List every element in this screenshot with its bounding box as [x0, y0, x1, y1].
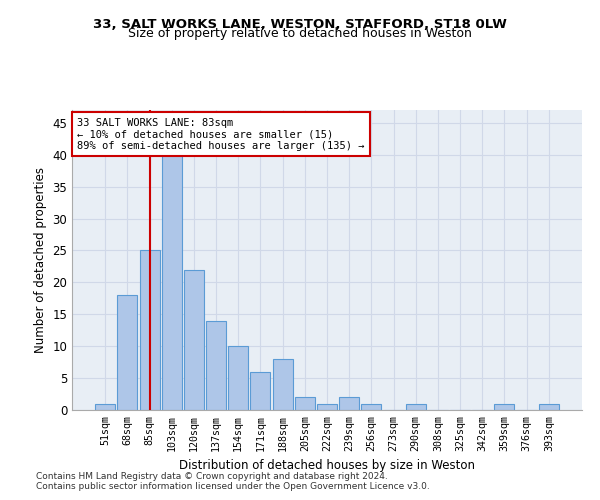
Bar: [272, 359, 293, 410]
Bar: [228, 346, 248, 410]
Text: 33 SALT WORKS LANE: 83sqm
← 10% of detached houses are smaller (15)
89% of semi-: 33 SALT WORKS LANE: 83sqm ← 10% of detac…: [77, 118, 365, 150]
Bar: [184, 270, 204, 410]
Bar: [140, 250, 160, 410]
Bar: [118, 295, 137, 410]
Y-axis label: Number of detached properties: Number of detached properties: [34, 167, 47, 353]
Bar: [339, 397, 359, 410]
Bar: [162, 154, 182, 410]
X-axis label: Distribution of detached houses by size in Weston: Distribution of detached houses by size …: [179, 459, 475, 472]
Bar: [361, 404, 382, 410]
Bar: [250, 372, 271, 410]
Text: Contains public sector information licensed under the Open Government Licence v3: Contains public sector information licen…: [36, 482, 430, 491]
Text: 33, SALT WORKS LANE, WESTON, STAFFORD, ST18 0LW: 33, SALT WORKS LANE, WESTON, STAFFORD, S…: [93, 18, 507, 30]
Text: Size of property relative to detached houses in Weston: Size of property relative to detached ho…: [128, 28, 472, 40]
Bar: [317, 404, 337, 410]
Text: Contains HM Land Registry data © Crown copyright and database right 2024.: Contains HM Land Registry data © Crown c…: [36, 472, 388, 481]
Bar: [95, 404, 115, 410]
Bar: [206, 320, 226, 410]
Bar: [539, 404, 559, 410]
Bar: [406, 404, 426, 410]
Bar: [494, 404, 514, 410]
Bar: [295, 397, 315, 410]
